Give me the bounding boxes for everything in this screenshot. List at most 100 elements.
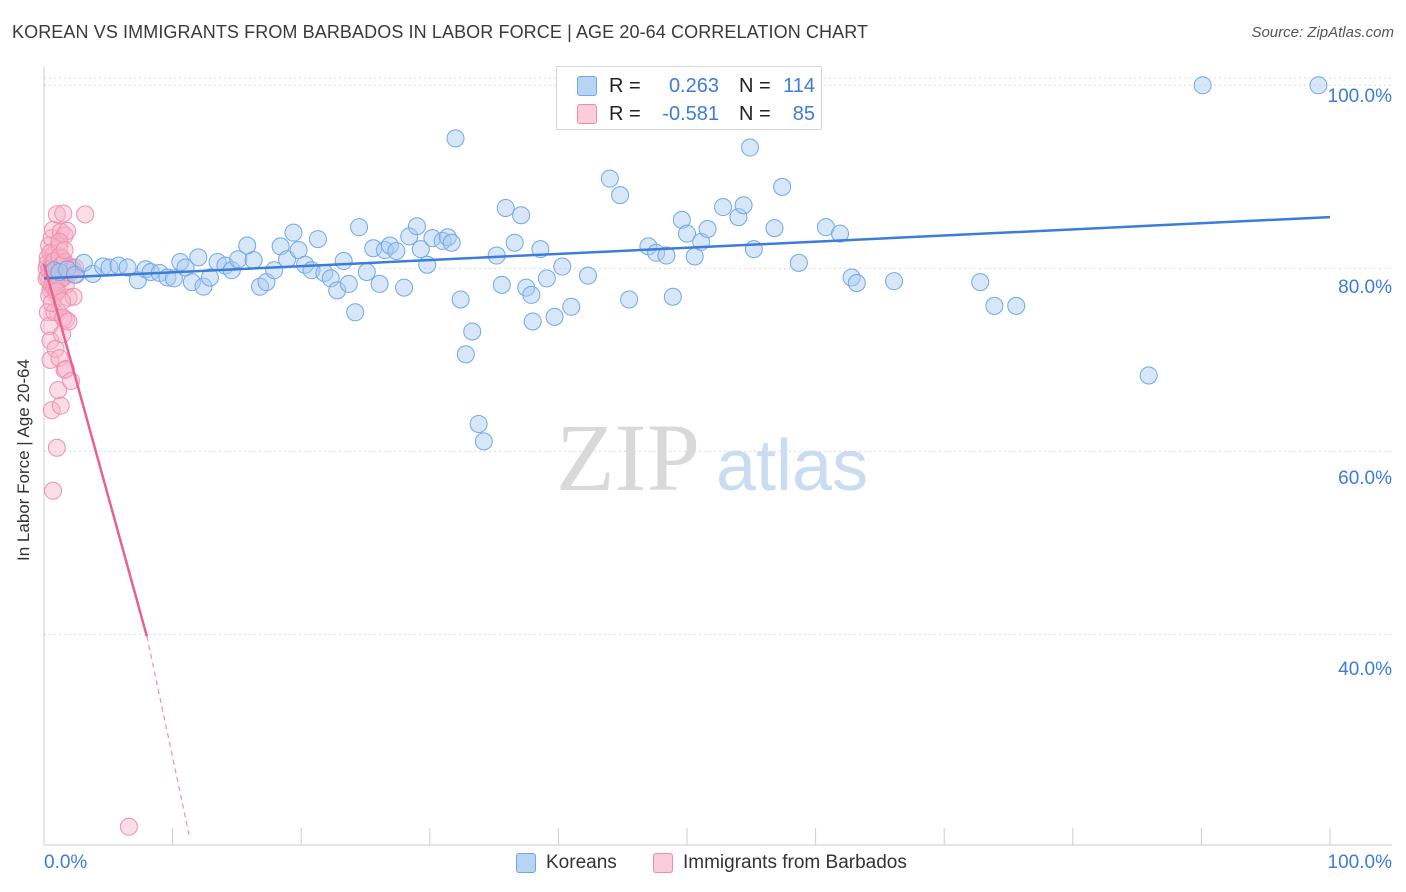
data-point bbox=[411, 240, 430, 259]
watermark: ZIP atlas bbox=[556, 404, 868, 511]
y-tick-label: 100.0% bbox=[1327, 86, 1392, 107]
trend-line-koreans bbox=[43, 215, 1331, 280]
legend-label: Koreans bbox=[546, 852, 617, 873]
data-point bbox=[456, 345, 475, 364]
data-point bbox=[522, 285, 541, 304]
data-point bbox=[407, 217, 426, 236]
data-point bbox=[553, 257, 572, 276]
data-point bbox=[985, 296, 1004, 315]
data-point bbox=[847, 274, 866, 293]
data-point bbox=[789, 253, 808, 272]
data-point bbox=[971, 273, 990, 292]
watermark-atlas: atlas bbox=[716, 426, 868, 506]
watermark-zip: ZIP bbox=[556, 404, 700, 511]
data-point bbox=[171, 252, 190, 271]
data-point bbox=[492, 275, 511, 294]
data-point bbox=[49, 381, 68, 400]
x-tick-label: 0.0% bbox=[44, 852, 88, 873]
data-point bbox=[657, 246, 676, 265]
data-point bbox=[321, 269, 340, 288]
data-point bbox=[474, 432, 493, 451]
data-point bbox=[40, 317, 59, 336]
data-point bbox=[55, 241, 74, 260]
data-point bbox=[545, 307, 564, 326]
y-tick-label: 40.0% bbox=[1338, 659, 1392, 680]
data-point bbox=[284, 223, 303, 242]
data-point bbox=[714, 198, 733, 217]
data-point bbox=[729, 208, 748, 227]
data-point bbox=[446, 129, 465, 148]
data-point bbox=[1007, 296, 1026, 315]
r-value: 0.263 bbox=[668, 74, 719, 97]
data-point bbox=[1193, 76, 1212, 95]
legend-label: Immigrants from Barbados bbox=[683, 852, 907, 873]
stats-legend: R = 0.263 N = 114 R = -0.581 N = 85 bbox=[556, 66, 822, 130]
data-point bbox=[395, 278, 414, 297]
stats-row-koreans: R = 0.263 N = 114 bbox=[577, 73, 815, 99]
source-label: Source: ZipAtlas.com bbox=[1251, 24, 1394, 41]
data-point bbox=[505, 233, 524, 252]
data-point bbox=[1309, 76, 1328, 95]
stats-row-barbados: R = -0.581 N = 85 bbox=[577, 101, 815, 127]
data-point bbox=[451, 290, 470, 309]
data-point bbox=[164, 269, 183, 288]
data-point bbox=[469, 414, 488, 433]
data-point bbox=[423, 229, 442, 248]
data-point bbox=[54, 204, 73, 223]
data-point bbox=[328, 281, 347, 300]
data-point bbox=[83, 264, 102, 283]
data-point bbox=[41, 350, 60, 369]
data-point bbox=[189, 248, 208, 267]
data-point bbox=[229, 250, 248, 269]
data-point bbox=[537, 269, 556, 288]
data-point bbox=[562, 297, 581, 316]
data-point bbox=[741, 138, 760, 157]
data-point bbox=[118, 258, 137, 277]
data-point bbox=[433, 231, 452, 250]
data-point bbox=[400, 227, 419, 246]
data-point bbox=[308, 230, 327, 249]
data-point bbox=[620, 290, 639, 309]
data-point bbox=[357, 263, 376, 282]
y-tick-label: 80.0% bbox=[1338, 277, 1392, 298]
data-point bbox=[773, 177, 792, 196]
legend-swatch-pink bbox=[577, 104, 597, 124]
data-point bbox=[346, 303, 365, 322]
data-point bbox=[76, 205, 95, 224]
data-point bbox=[47, 438, 66, 457]
data-point bbox=[831, 224, 850, 243]
data-point bbox=[334, 252, 353, 271]
data-point bbox=[698, 220, 717, 239]
data-point bbox=[663, 287, 682, 306]
x-tick-label: 100.0% bbox=[1327, 852, 1392, 873]
data-point bbox=[578, 266, 597, 285]
data-point bbox=[1139, 366, 1158, 385]
data-point bbox=[251, 277, 270, 296]
data-point bbox=[672, 210, 691, 229]
legend-item-koreans[interactable]: Koreans bbox=[516, 852, 617, 874]
data-point bbox=[496, 198, 515, 217]
legend-swatch-pink bbox=[653, 853, 673, 873]
data-point bbox=[200, 268, 219, 287]
trend-line-barbados-extension bbox=[146, 636, 190, 836]
r-label: R = bbox=[609, 102, 641, 125]
data-point bbox=[512, 206, 531, 225]
data-point bbox=[65, 265, 84, 284]
trend-line-barbados bbox=[42, 263, 149, 637]
data-point bbox=[600, 169, 619, 188]
y-tick-label: 60.0% bbox=[1338, 468, 1392, 489]
data-point bbox=[611, 186, 630, 205]
data-point bbox=[442, 233, 461, 252]
data-point bbox=[194, 277, 213, 296]
data-point bbox=[51, 396, 70, 415]
legend-item-barbados[interactable]: Immigrants from Barbados bbox=[653, 852, 907, 874]
series-koreans-points bbox=[45, 76, 1328, 451]
data-point bbox=[842, 268, 861, 287]
data-point bbox=[182, 273, 201, 292]
data-point bbox=[678, 224, 696, 243]
data-point bbox=[339, 274, 358, 293]
data-point bbox=[42, 401, 61, 420]
data-point bbox=[387, 241, 406, 260]
data-point bbox=[244, 251, 263, 270]
data-point bbox=[370, 274, 389, 293]
